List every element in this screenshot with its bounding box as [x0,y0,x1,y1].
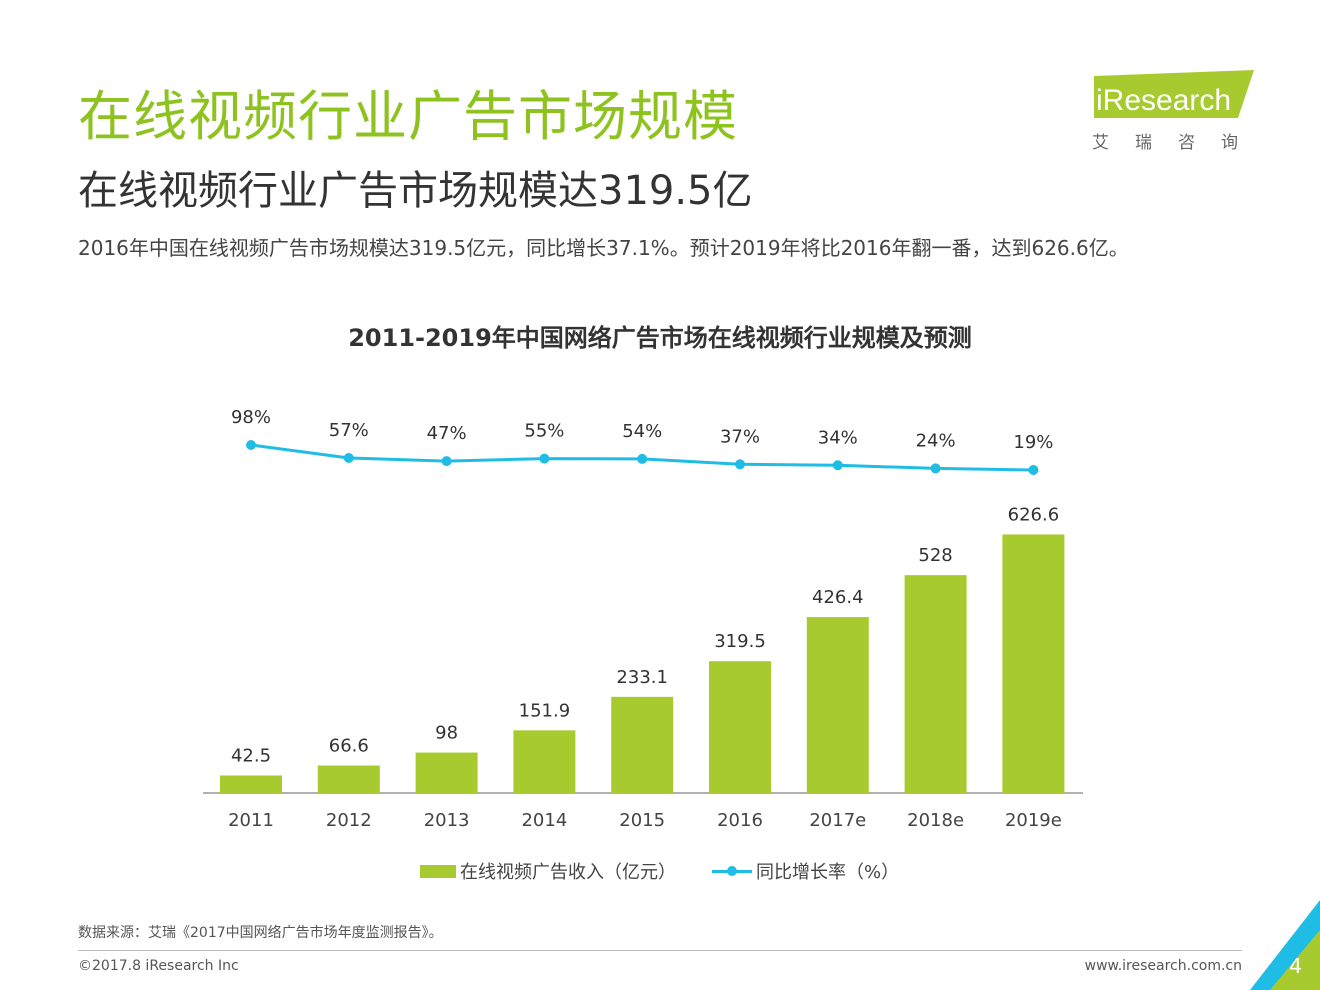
growth-value-label: 55% [524,421,564,442]
bar [709,661,771,793]
copyright: ©2017.8 iResearch Inc [78,958,239,974]
page-title: 在线视频行业广告市场规模 [78,85,738,148]
growth-value-label: 57% [329,420,369,441]
bar [513,730,576,793]
page-number: 4 [1289,954,1302,978]
bar-value-label: 42.5 [231,745,271,766]
x-tick-label: 2019e [1005,810,1062,831]
legend: 在线视频广告收入（亿元） 同比增长率（%） [420,858,899,884]
growth-point [1028,465,1039,475]
growth-point [539,453,550,464]
x-tick-label: 2018e [907,810,964,831]
bar [415,752,478,793]
x-tick-label: 2015 [619,810,665,831]
growth-value-label: 24% [916,430,956,451]
bar [806,617,869,793]
x-tick-label: 2013 [424,810,470,831]
logo-cn-text: 艾瑞咨询 [1092,133,1264,153]
growth-value-label: 98% [231,407,271,428]
iresearch-logo: iResearch [1094,70,1254,118]
bar [317,765,380,793]
data-source: 数据来源：艾瑞《2017中国网络广告市场年度监测报告》。 [78,925,443,941]
growth-value-label: 19% [1013,432,1053,453]
bar-value-label: 319.5 [714,631,766,652]
bar-value-label: 233.1 [616,667,668,688]
growth-point [637,453,648,464]
footer-divider [78,950,1242,951]
bar-value-label: 151.9 [519,700,571,721]
growth-point [343,452,354,463]
page-description: 2016年中国在线视频广告市场规模达319.5亿元，同比增长37.1%。预计20… [78,236,1129,260]
growth-value-label: 47% [427,423,467,444]
bar-value-label: 98 [435,723,458,744]
bar-value-label: 528 [918,545,952,566]
growth-point [930,463,941,474]
growth-point [735,459,745,470]
growth-value-label: 54% [622,421,662,442]
x-tick-label: 2012 [326,810,372,831]
bar [904,575,967,793]
bar-value-label: 66.6 [329,736,369,757]
bar-value-label: 626.6 [1008,504,1060,525]
page-subtitle: 在线视频行业广告市场规模达319.5亿 [78,168,753,214]
x-tick-label: 2011 [228,810,274,831]
website-link[interactable]: www.iresearch.com.cn [1084,958,1242,974]
x-tick-label: 2016 [717,810,763,831]
growth-point [246,440,256,450]
x-tick-label: 2014 [521,810,567,831]
bar [1002,534,1065,793]
growth-value-label: 37% [720,426,760,447]
legend-bar-swatch [420,864,456,878]
legend-line-label: 同比增长率（%） [756,862,900,883]
bar [220,775,282,793]
logo-brand: iResearch [1096,84,1231,117]
growth-point [832,460,843,471]
chart-title: 2011-2019年中国网络广告市场在线视频行业规模及预测 [348,324,972,352]
legend-bar-label: 在线视频广告收入（亿元） [460,862,676,883]
bar [611,696,674,793]
bar-value-label: 426.4 [812,587,864,608]
growth-value-label: 34% [818,427,858,448]
growth-point [441,456,452,467]
corner-decoration [1250,900,1320,990]
x-tick-label: 2017e [809,810,866,831]
legend-line-swatch [712,866,752,876]
